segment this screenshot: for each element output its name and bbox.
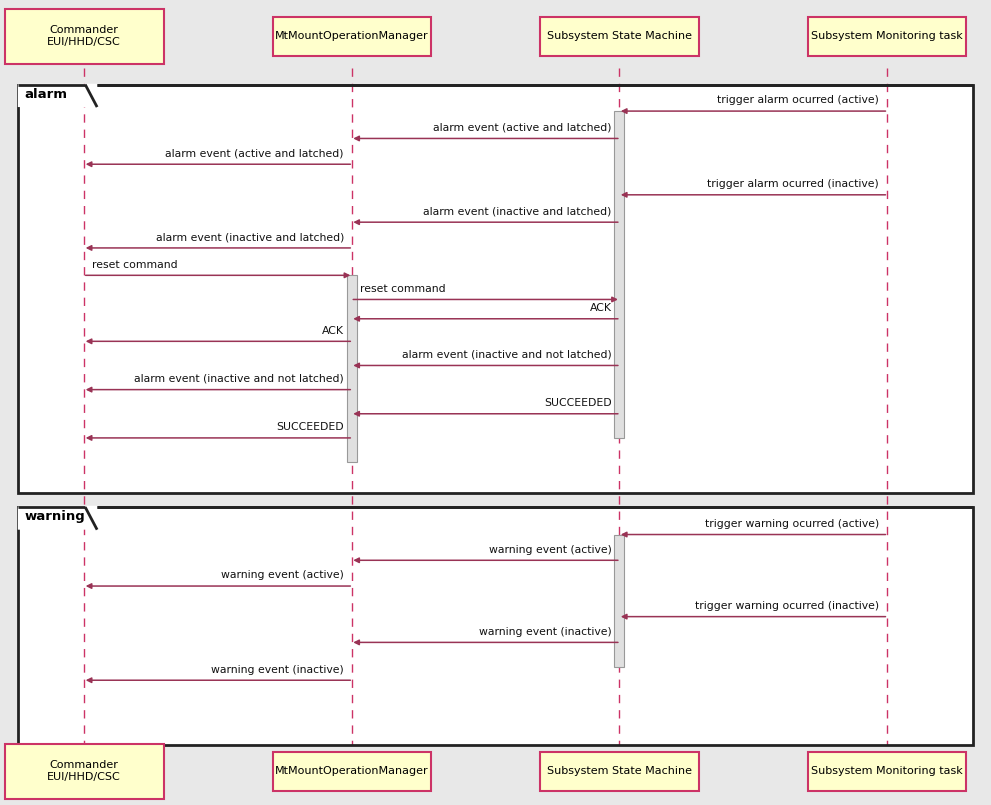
Bar bbox=[18, 507, 973, 745]
Text: Subsystem Monitoring task: Subsystem Monitoring task bbox=[811, 766, 963, 776]
Text: warning event (active): warning event (active) bbox=[221, 571, 344, 580]
Text: Commander
EUI/HHD/CSC: Commander EUI/HHD/CSC bbox=[48, 26, 121, 47]
Polygon shape bbox=[18, 507, 97, 530]
Text: alarm event (active and latched): alarm event (active and latched) bbox=[433, 123, 611, 133]
Text: MtMountOperationManager: MtMountOperationManager bbox=[275, 766, 429, 776]
Text: Commander
EUI/HHD/CSC: Commander EUI/HHD/CSC bbox=[48, 761, 121, 782]
Text: warning event (inactive): warning event (inactive) bbox=[211, 665, 344, 675]
Text: Subsystem State Machine: Subsystem State Machine bbox=[547, 31, 692, 41]
Text: ACK: ACK bbox=[322, 326, 344, 336]
Text: trigger warning ocurred (inactive): trigger warning ocurred (inactive) bbox=[695, 601, 879, 611]
Bar bbox=[18, 85, 973, 493]
Text: MtMountOperationManager: MtMountOperationManager bbox=[275, 31, 429, 41]
Text: alarm event (active and latched): alarm event (active and latched) bbox=[165, 149, 344, 159]
Bar bbox=[347, 275, 357, 462]
Text: ACK: ACK bbox=[590, 303, 611, 313]
Bar bbox=[614, 535, 624, 667]
Text: trigger alarm ocurred (active): trigger alarm ocurred (active) bbox=[717, 96, 879, 105]
Bar bbox=[614, 111, 624, 438]
Text: reset command: reset command bbox=[92, 260, 177, 270]
Bar bbox=[808, 17, 966, 56]
Text: SUCCEEDED: SUCCEEDED bbox=[276, 423, 344, 432]
Bar bbox=[18, 85, 973, 493]
Text: reset command: reset command bbox=[360, 284, 445, 294]
Text: warning: warning bbox=[25, 510, 85, 523]
Bar bbox=[5, 744, 164, 799]
Bar bbox=[273, 752, 431, 791]
Bar bbox=[540, 17, 699, 56]
Bar bbox=[808, 752, 966, 791]
Text: alarm: alarm bbox=[25, 88, 67, 101]
Text: alarm event (inactive and not latched): alarm event (inactive and not latched) bbox=[134, 374, 344, 384]
Text: trigger alarm ocurred (inactive): trigger alarm ocurred (inactive) bbox=[708, 180, 879, 189]
Polygon shape bbox=[18, 85, 97, 107]
Text: warning event (active): warning event (active) bbox=[489, 545, 611, 555]
Text: warning event (inactive): warning event (inactive) bbox=[479, 627, 611, 637]
Text: SUCCEEDED: SUCCEEDED bbox=[544, 398, 611, 408]
Text: alarm event (inactive and latched): alarm event (inactive and latched) bbox=[423, 207, 611, 217]
Text: Subsystem State Machine: Subsystem State Machine bbox=[547, 766, 692, 776]
Bar bbox=[18, 507, 973, 745]
Bar bbox=[5, 9, 164, 64]
Text: trigger warning ocurred (active): trigger warning ocurred (active) bbox=[705, 519, 879, 529]
Text: alarm event (inactive and latched): alarm event (inactive and latched) bbox=[156, 233, 344, 242]
Text: Subsystem Monitoring task: Subsystem Monitoring task bbox=[811, 31, 963, 41]
Text: alarm event (inactive and not latched): alarm event (inactive and not latched) bbox=[401, 350, 611, 360]
Bar bbox=[273, 17, 431, 56]
Bar bbox=[540, 752, 699, 791]
